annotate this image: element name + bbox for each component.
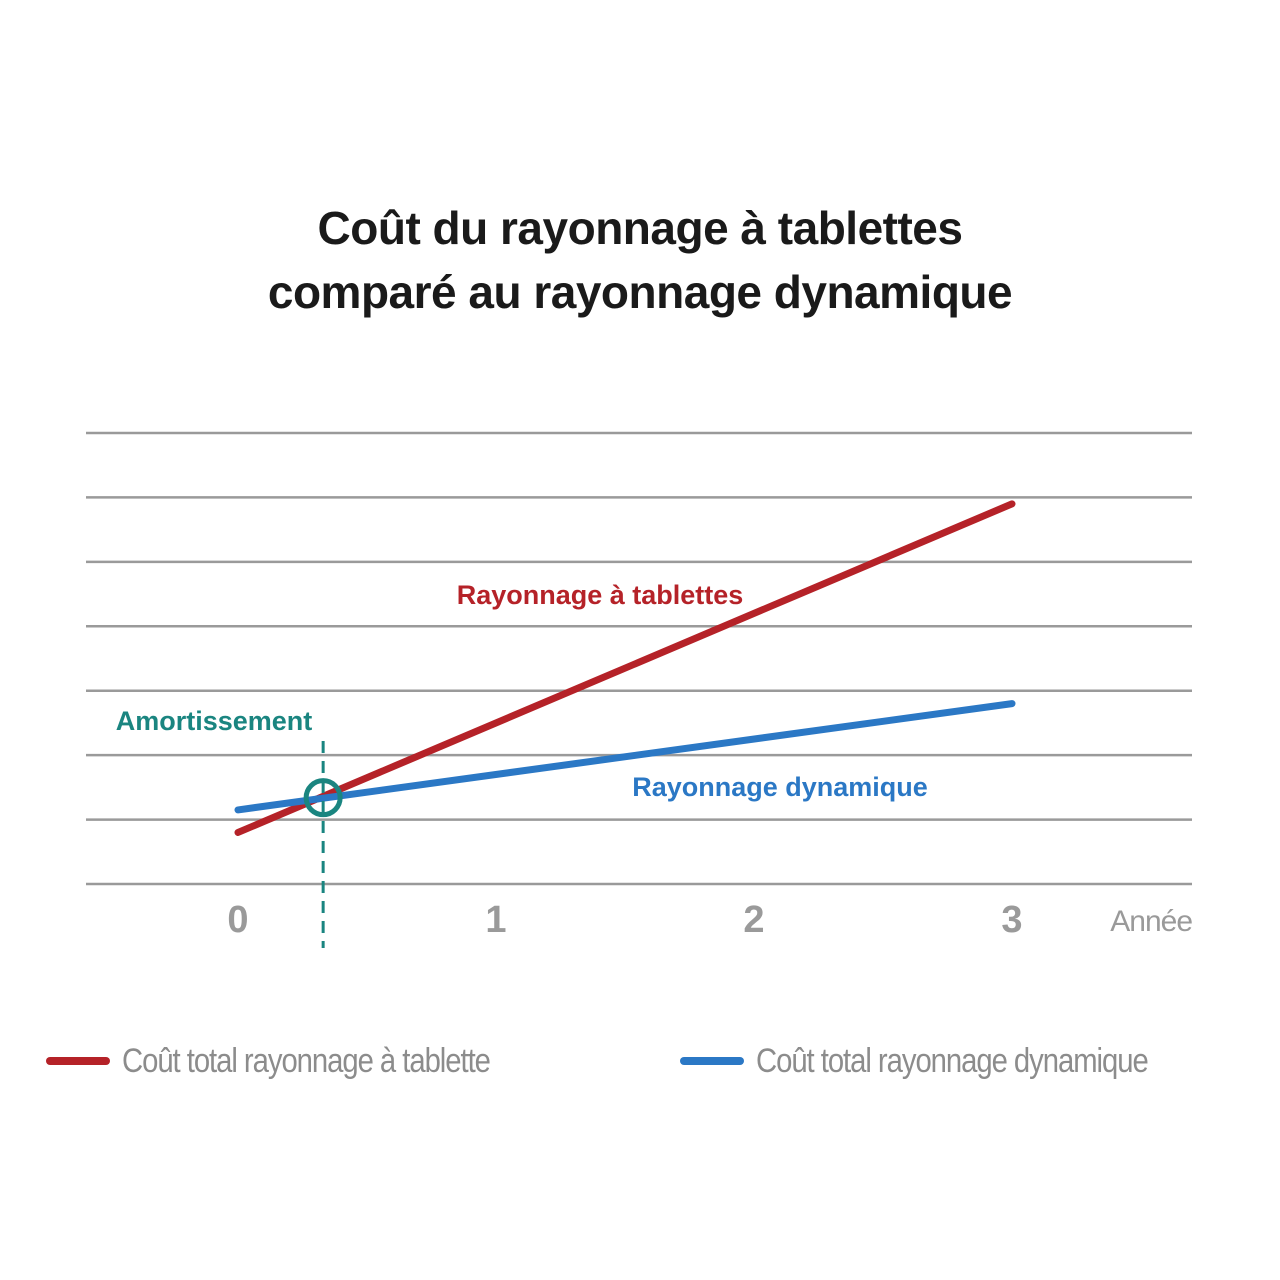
legend-label-dynamic: Coût total rayonnage dynamique: [756, 1041, 1149, 1080]
legend-swatch-shelving: [46, 1057, 110, 1065]
series-line-shelving: [234, 500, 1016, 836]
legend-item-shelving: Coût total rayonnage à tablette: [46, 1036, 550, 1086]
breakeven-label: Amortissement: [116, 706, 313, 736]
annotations: Rayonnage à tablettes Rayonnage dynamique…: [116, 580, 928, 948]
x-axis-label: Année: [1110, 905, 1192, 938]
chart-title-line-1: Coût du rayonnage à tablettes: [317, 202, 963, 254]
series-label-shelving: Rayonnage à tablettes: [457, 580, 744, 610]
chart-title: Coût du rayonnage à tablettes comparé au…: [0, 196, 1280, 324]
breakeven-marker: [303, 778, 343, 818]
chart-title-line-2: comparé au rayonnage dynamique: [267, 266, 1013, 318]
legend-swatch-dynamic: [680, 1057, 744, 1065]
x-tick-label: 3: [1001, 899, 1022, 941]
legend-item-dynamic: Coût total rayonnage dynamique: [680, 1036, 1211, 1086]
x-axis-ticks: 0 1 2 3 Année: [227, 899, 1193, 941]
x-tick-label: 0: [227, 899, 248, 941]
series-line-dynamic: [234, 700, 1016, 814]
series-label-dynamic: Rayonnage dynamique: [632, 772, 928, 802]
x-tick-label: 1: [485, 899, 506, 941]
series-lines: [234, 500, 1016, 836]
legend-label-shelving: Coût total rayonnage à tablette: [122, 1041, 491, 1080]
x-tick-label: 2: [743, 899, 764, 941]
